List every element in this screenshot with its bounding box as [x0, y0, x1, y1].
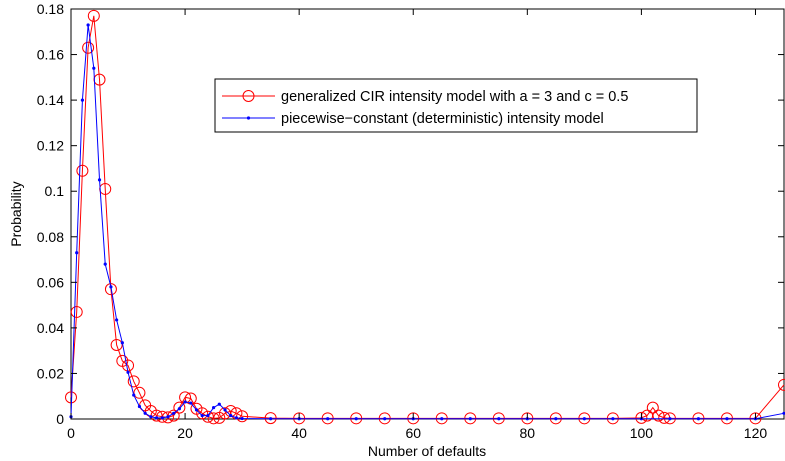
- series-point-pwc: [166, 415, 170, 419]
- series-point-pwc: [269, 417, 273, 421]
- series-point-pwc: [80, 98, 85, 102]
- series-point-pwc: [126, 370, 130, 374]
- series-point-pwc: [183, 400, 187, 404]
- series-point-pwc: [223, 408, 227, 412]
- legend-swatch-pwc-marker: [246, 116, 251, 120]
- x-tick-label: 120: [744, 425, 768, 441]
- series-point-pwc: [354, 417, 358, 421]
- y-tick-label: 0.18: [37, 1, 64, 17]
- plot-area: [70, 8, 785, 420]
- y-tick-label: 0.1: [45, 183, 65, 199]
- series-point-pwc: [120, 341, 124, 345]
- y-tick-label: 0.02: [37, 365, 64, 381]
- series-point-cir: [70, 305, 83, 318]
- series-point-cir: [82, 41, 95, 54]
- x-tick-label: 0: [67, 425, 75, 441]
- series-point-cir: [196, 407, 209, 420]
- series-point-pwc: [240, 416, 244, 421]
- x-tick-label: 20: [177, 425, 193, 441]
- series-point-pwc: [143, 411, 147, 415]
- series-point-pwc: [172, 411, 176, 415]
- series-point-cir: [133, 386, 146, 399]
- series-point-pwc: [440, 417, 444, 421]
- y-tick-label: 0.16: [37, 47, 64, 63]
- legend-label-cir: generalized CIR intensity model with a =…: [281, 89, 628, 105]
- y-tick-label: 0.08: [37, 229, 64, 245]
- series-point-pwc: [132, 393, 136, 397]
- series-point-cir: [635, 411, 648, 424]
- series-point-pwc: [137, 404, 142, 409]
- series-point-pwc: [234, 416, 239, 420]
- legend: generalized CIR intensity model with a =…: [214, 78, 698, 133]
- series-point-pwc: [194, 408, 199, 412]
- series-point-pwc: [160, 416, 164, 420]
- series-point-pwc: [582, 417, 586, 421]
- series-point-pwc: [668, 417, 672, 421]
- series-point-pwc: [103, 262, 107, 266]
- y-axis-label: Probability: [8, 181, 24, 246]
- x-tick-label: 40: [291, 425, 307, 441]
- series-point-pwc: [189, 401, 193, 405]
- axis-layer: 0 20 40 60 80 100 120 0 0.02 0.04 0.06 0.08 0.1 0.12 0…: [37, 1, 784, 441]
- series-line-1: [70, 24, 785, 420]
- series-point-pwc: [177, 407, 181, 411]
- series-point-cir: [76, 164, 89, 177]
- series-point-pwc: [383, 417, 387, 421]
- series-point-pwc: [92, 66, 96, 70]
- x-tick-label: 100: [630, 425, 654, 441]
- series-point-pwc: [86, 23, 90, 27]
- series-point-cir: [87, 9, 100, 22]
- series-point-pwc: [212, 406, 216, 410]
- series-point-cir: [264, 412, 277, 425]
- series-point-pwc: [75, 251, 79, 255]
- series-point-pwc: [109, 285, 113, 289]
- series-point-pwc: [217, 402, 221, 406]
- series-point-pwc: [97, 178, 102, 182]
- series-point-pwc: [611, 417, 615, 421]
- series-point-cir: [104, 283, 117, 296]
- series-point-pwc: [206, 413, 210, 418]
- legend-box: [214, 78, 698, 133]
- series-layer: [65, 9, 785, 425]
- x-axis-label: Number of defaults: [368, 443, 486, 459]
- y-tick-label: 0.12: [37, 138, 64, 154]
- series-point-pwc: [200, 413, 204, 418]
- y-tick-label: 0: [56, 411, 64, 427]
- legend-label-pwc: piecewise−constant (deterministic) inten…: [281, 111, 604, 127]
- y-tick-label: 0.04: [37, 320, 64, 336]
- y-tick-label: 0.14: [37, 92, 64, 108]
- series-point-cir: [778, 378, 785, 391]
- series-point-cir: [127, 375, 140, 388]
- series-point-pwc: [149, 415, 153, 419]
- series-point-cir: [236, 410, 249, 423]
- series-point-pwc: [229, 413, 233, 418]
- series-point-pwc: [554, 417, 558, 421]
- x-tick-label: 80: [520, 425, 536, 441]
- series-point-cir: [173, 401, 186, 414]
- series-point-pwc: [115, 318, 119, 322]
- series-point-cir: [652, 409, 665, 422]
- series-point-cir: [207, 412, 220, 425]
- series-point-pwc: [154, 416, 159, 420]
- series-point-pwc: [696, 417, 701, 421]
- legend-swatch-cir-marker: [242, 90, 255, 102]
- series-point-pwc: [468, 417, 472, 421]
- series-point-pwc: [326, 417, 330, 421]
- series-point-pwc: [497, 417, 501, 421]
- series-point-cir: [110, 338, 123, 351]
- y-tick-label: 0.06: [37, 274, 64, 290]
- series-point-cir: [646, 401, 659, 414]
- series-point-pwc: [782, 411, 785, 415]
- series-point-pwc: [725, 417, 729, 421]
- x-tick-label: 60: [405, 425, 421, 441]
